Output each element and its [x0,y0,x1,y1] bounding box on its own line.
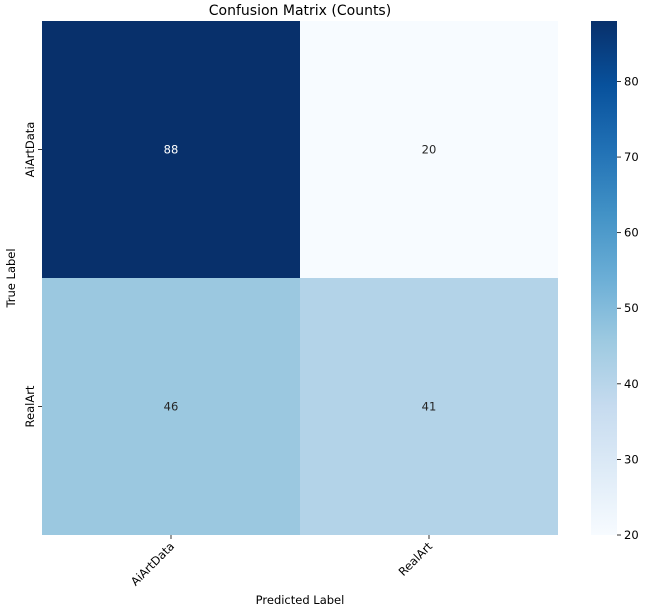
x-axis-ticks: AiArtData RealArt [128,535,436,588]
colorbar [591,21,617,535]
y-tick-label: RealArt [23,385,37,427]
y-tick-label: AiArtData [23,122,37,178]
x-tick-label: RealArt [396,539,436,579]
cell-value-label: 88 [164,143,179,157]
heatmap-cell [300,21,558,278]
colorbar-tick-label: 80 [624,74,639,88]
chart-title: Confusion Matrix (Counts) [209,3,391,19]
colorbar-tick-label: 30 [624,452,639,466]
heatmap-cells [42,21,558,535]
colorbar-tick-label: 50 [624,301,639,315]
cell-value-label: 20 [422,143,437,157]
x-axis-title: Predicted Label [256,593,345,607]
heatmap-cell [300,278,558,535]
y-axis-title: True Label [4,248,18,308]
colorbar-ticks: 20 30 40 50 60 70 80 [617,74,639,542]
colorbar-tick-label: 40 [624,377,639,391]
y-axis-ticks: AiArtData RealArt [23,122,42,427]
cell-value-label: 41 [422,400,437,414]
colorbar-tick-label: 70 [624,150,639,164]
heatmap-cell [42,278,300,535]
colorbar-tick-label: 20 [624,528,639,542]
cell-value-label: 46 [164,400,179,414]
x-tick-label: AiArtData [128,539,177,588]
colorbar-tick-label: 60 [624,226,639,240]
heatmap-cell-labels: 88 20 46 41 [164,143,437,414]
heatmap-cell [42,21,300,278]
